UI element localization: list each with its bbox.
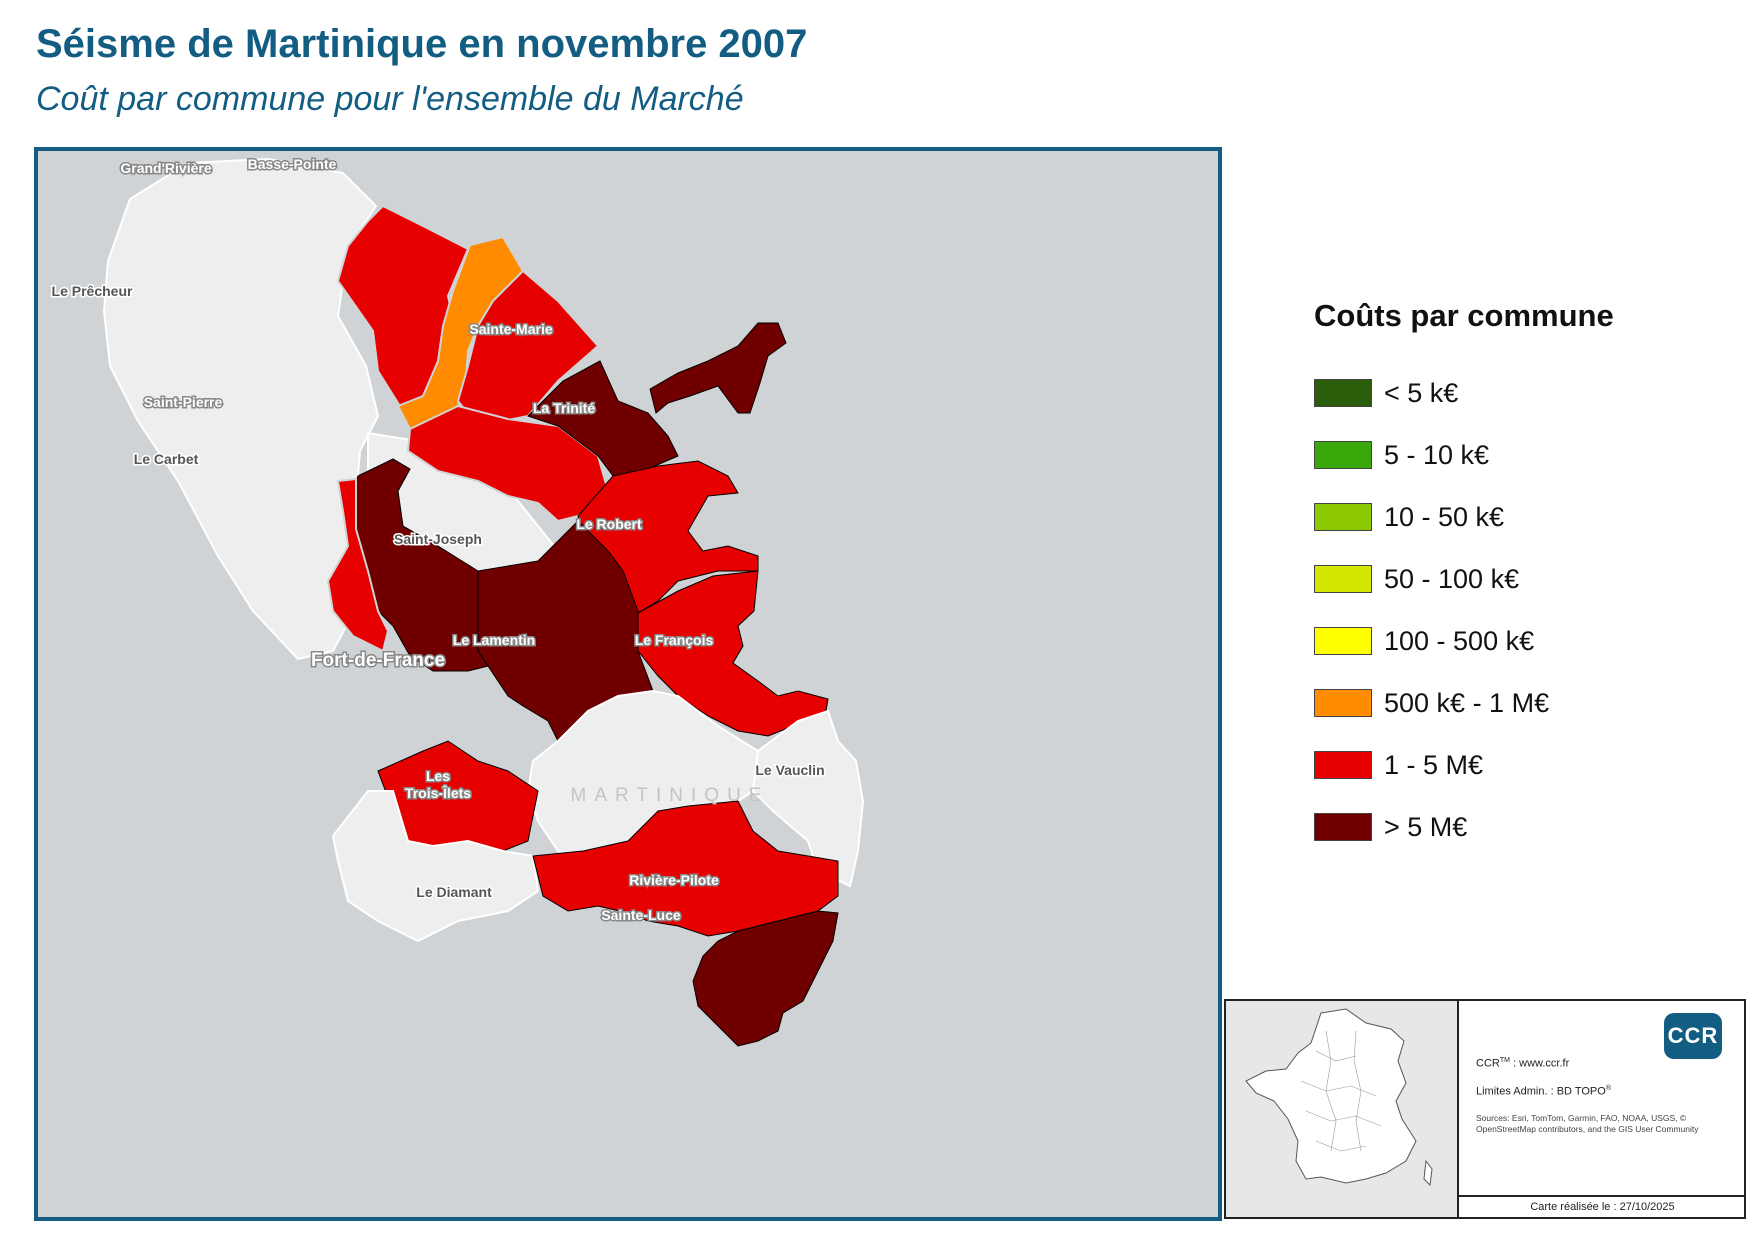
legend-title: Coûts par commune [1314,298,1614,333]
label-basse-pointe: Basse-Pointe [248,156,337,172]
date-line: Carte réalisée le : 27/10/2025 [1459,1195,1746,1217]
commune-caravelle-peninsula[interactable] [649,322,787,414]
limits-credit-sup: ® [1605,1085,1611,1092]
legend-label: < 5 k€ [1384,377,1459,408]
commune-riviere-pilote-sainte-luce[interactable] [532,800,839,937]
info-box: CCR CCRTM : www.ccr.fr Limites Admin. : … [1224,999,1746,1219]
legend-label: 50 - 100 k€ [1384,563,1520,594]
label-le-lamentin: Le Lamentin [453,632,535,648]
commune-red-central[interactable] [406,404,610,523]
commune-le-diamant[interactable] [331,790,540,943]
label-sainte-marie: Sainte-Marie [469,321,552,337]
ccr-credit-prefix: CCR [1476,1057,1500,1070]
label-la-trinite: La Trinité [533,400,595,416]
commune-le-vauclin[interactable] [751,709,865,888]
label-saint-joseph: Saint-Joseph [394,531,482,547]
label-sainte-luce: Sainte-Luce [601,907,681,923]
legend-item: > 5 M€ [1314,796,1714,858]
label-le-diamant: Le Diamant [416,884,492,900]
legend-swatch [1314,565,1372,593]
legend: Coûts par commune < 5 k€ 5 - 10 k€ 10 - … [1314,298,1714,858]
legend-item: 500 k€ - 1 M€ [1314,672,1714,734]
legend-item: < 5 k€ [1314,362,1714,424]
info-text: CCR CCRTM : www.ccr.fr Limites Admin. : … [1468,1001,1738,1195]
legend-label: 100 - 500 k€ [1384,625,1535,656]
limits-credit-text: Limites Admin. : BD TOPO [1476,1085,1606,1098]
legend-swatch [1314,379,1372,407]
ccr-logo: CCR [1664,1013,1722,1059]
limits-credit: Limites Admin. : BD TOPO® [1476,1085,1611,1098]
legend-swatch [1314,441,1372,469]
martinique-map: Grand'Rivière Basse-Pointe Le Prêcheur S… [50,155,865,1047]
legend-item: 10 - 50 k€ [1314,486,1714,548]
legend-label: 10 - 50 k€ [1384,501,1505,532]
legend-item: 5 - 10 k€ [1314,424,1714,486]
legend-label: 5 - 10 k€ [1384,439,1490,470]
legend-swatch [1314,689,1372,717]
inset-map-france [1226,1001,1459,1217]
legend-swatch [1314,751,1372,779]
legend-item: 1 - 5 M€ [1314,734,1714,796]
label-le-precheur: Le Prêcheur [52,283,133,299]
ccr-credit-suffix: : www.ccr.fr [1509,1057,1570,1070]
legend-item: 100 - 500 k€ [1314,610,1714,672]
legend-label: > 5 M€ [1384,811,1468,842]
label-saint-pierre: Saint-Pierre [144,394,223,410]
legend-swatch [1314,627,1372,655]
commune-sainte-anne[interactable] [692,910,839,1047]
legend-label: 500 k€ - 1 M€ [1384,687,1550,718]
label-le-carbet: Le Carbet [134,451,199,467]
legend-item: 50 - 100 k€ [1314,548,1714,610]
label-le-vauclin: Le Vauclin [755,762,824,778]
sources-credit: Sources: Esri, TomTom, Garmin, FAO, NOAA… [1476,1113,1699,1134]
label-riviere-pilote: Rivière-Pilote [629,872,719,888]
legend-label: 1 - 5 M€ [1384,749,1484,780]
label-le-robert: Le Robert [576,516,642,532]
label-grand-riviere: Grand'Rivière [120,160,211,176]
map-panel[interactable]: Grand'Rivière Basse-Pointe Le Prêcheur S… [34,147,1222,1221]
legend-swatch [1314,813,1372,841]
commune-la-trinite[interactable] [527,360,679,477]
ccr-credit-sup: TM [1499,1057,1510,1064]
label-les-trois-ilets-line1: Les [426,768,450,784]
map-title: Séisme de Martinique en novembre 2007 [36,22,808,66]
legend-items: < 5 k€ 5 - 10 k€ 10 - 50 k€ 50 - 100 k€ … [1314,362,1714,858]
label-les-trois-ilets-line2: Trois-Îlets [405,784,471,801]
label-le-francois: Le François [635,632,714,648]
france-outline-icon [1245,1008,1433,1187]
label-fort-de-france: Fort-de-France [311,650,445,671]
label-island-name: MARTINIQUE [571,785,770,806]
ccr-credit: CCRTM : www.ccr.fr [1476,1057,1569,1070]
commune-schoelcher[interactable] [326,477,390,653]
legend-swatch [1314,503,1372,531]
map-subtitle: Coût par commune pour l'ensemble du Marc… [36,80,744,118]
